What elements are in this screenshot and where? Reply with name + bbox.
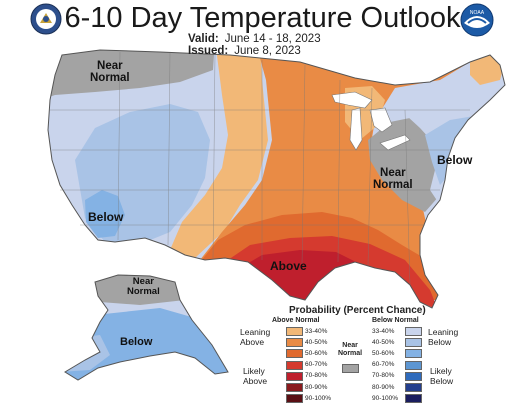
legend-above-swatch-4 [286,360,303,370]
legend-likely-below: Likely Below [430,366,454,387]
legend-below-range-label-5: 70-80% [372,372,395,380]
legend-leaning-below: Leaning Below [428,327,459,348]
valid-date: Valid: June 14 - 18, 2023 [188,33,321,45]
legend-below-swatch-4 [405,360,422,370]
legend-above-range-label-3: 50-60% [305,349,328,357]
legend-leaning-above: Leaning Above [240,327,271,348]
legend-below-range-label-6: 80-90% [372,383,395,391]
issued-value: June 8, 2023 [234,45,301,57]
page-title: 6-10 Day Temperature Outlook [64,2,461,34]
label-above-south: Above [270,259,307,273]
legend-below-range-label-2: 40-50% [372,338,395,346]
lake-erie [379,134,411,151]
label-near-normal-east: Near Normal [373,167,413,192]
issued-label: Issued: [188,45,229,57]
legend-above-swatch-5 [286,371,303,381]
legend-above-swatch-3 [286,349,303,359]
label-below-northeast: Below [437,153,473,167]
legend-above-range-label-6: 80-90% [305,383,328,391]
lake-huron [369,107,393,133]
legend-above-range-label-7: 90-100% [305,394,332,402]
lake-michigan [349,107,363,151]
legend-below-range-label-1: 33-40% [372,327,395,335]
legend-below-swatch-5 [405,371,422,381]
legend-above-header: Above Normal [272,317,320,324]
legend-below-swatch-1 [405,327,422,336]
legend-below-range-label-4: 60-70% [372,361,395,369]
department-seal-icon [30,3,62,40]
legend-below-swatch-7 [405,394,422,404]
label-near-normal-alaska: Near Normal [127,276,160,297]
legend-title: Probability (Percent Chance) [289,305,426,316]
legend-below-range-label-3: 50-60% [372,349,395,357]
alaska-outline [64,274,229,381]
issued-date: Issued: June 8, 2023 [188,45,301,57]
legend-below-swatch-2 [405,338,422,348]
legend-above-swatch-2 [286,338,303,348]
legend-above-range-label-5: 70-80% [305,372,328,380]
legend-above-range-label-4: 60-70% [305,361,328,369]
valid-label: Valid: [188,33,219,45]
legend-above-swatch-1 [286,327,303,336]
legend-above-range-label-1: 33-40% [305,327,328,335]
legend-below-swatch-6 [405,383,422,392]
legend-above-swatch-6 [286,383,303,392]
lake-superior [331,91,373,109]
state-boundaries [50,51,470,286]
noaa-logo-icon: NOAA [460,3,494,42]
legend-above-range-label-2: 40-50% [305,338,328,346]
label-below-southwest: Below [88,210,124,224]
label-near-normal-northwest: Near Normal [90,60,130,85]
valid-value: June 14 - 18, 2023 [224,33,321,45]
legend-below-range-label-7: 90-100% [372,394,399,402]
legend-near-normal-label: Near Normal [338,342,363,358]
legend-below-swatch-3 [405,349,422,359]
legend-above-swatch-7 [286,394,303,404]
legend-likely-above: Likely Above [243,366,268,387]
label-below-alaska: Below [120,336,153,348]
legend-near-normal-swatch [342,364,359,373]
svg-text:NOAA: NOAA [470,10,485,16]
legend-below-header: Below Normal [372,317,419,324]
